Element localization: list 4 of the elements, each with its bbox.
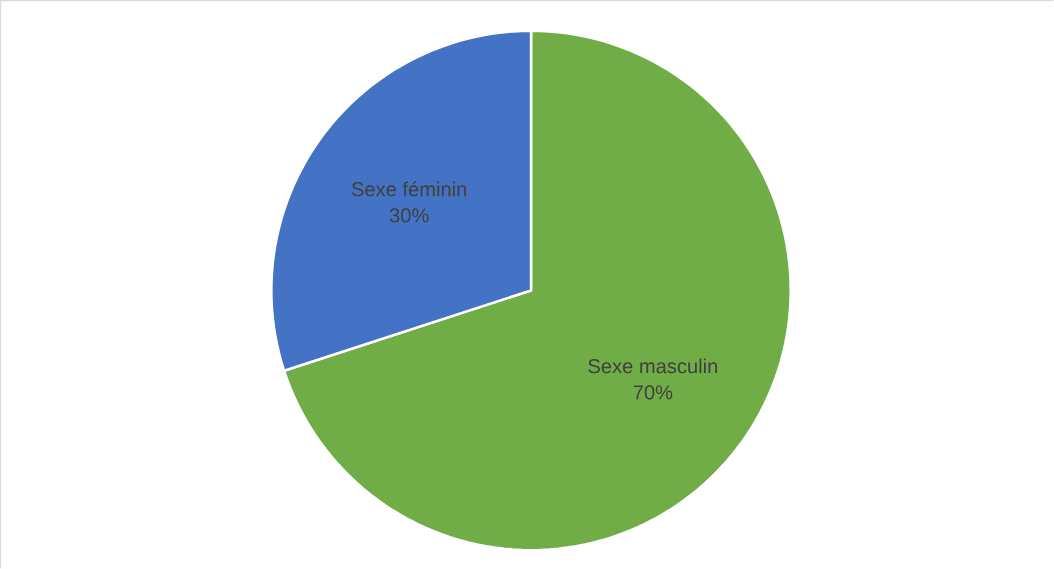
slice-label: Sexe féminin	[351, 181, 467, 197]
data-label: 30%	[389, 208, 429, 223]
data-label: 70%	[633, 385, 673, 400]
slice-label: Sexe masculin	[588, 358, 717, 374]
